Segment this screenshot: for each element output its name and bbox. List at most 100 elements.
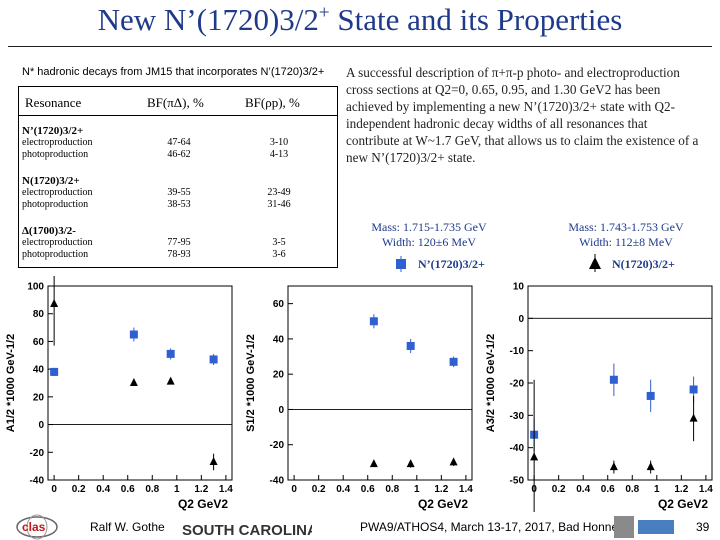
university-logo-text: SOUTH CAROLINA [182, 522, 312, 539]
x-tick-label: 1 [174, 484, 180, 495]
width-label: Width: 120±6 MeV [381, 235, 477, 249]
table-row-sub: photoproduction [22, 199, 89, 210]
x-tick-label: 0.4 [96, 484, 110, 495]
table-row-name: N(1720)3/2+ [22, 175, 80, 187]
x-tick-label: 0.4 [336, 484, 350, 495]
table-cell: 38-53 [167, 199, 191, 210]
x-tick-label: 0.2 [72, 484, 86, 495]
y-tick-label: 0 [518, 314, 524, 325]
table-cell: 47-64 [167, 137, 191, 148]
x-tick-label: 0.8 [625, 484, 639, 495]
x-axis-label: Q2 GeV2 [658, 497, 708, 511]
resonance-table: Resonance BF(πΔ), % BF(ρp), % N’(1720)3/… [18, 86, 338, 268]
data-point-triangle [609, 462, 618, 471]
table-row-sub: photoproduction [22, 149, 89, 160]
table-cell: 77-95 [167, 237, 191, 248]
width-label: Width: 112±8 MeV [579, 235, 673, 249]
data-point-square [209, 355, 218, 364]
x-tick-label: 1.2 [434, 484, 448, 495]
y-tick-label: -20 [270, 440, 285, 451]
data-point-triangle [166, 376, 175, 385]
chart-a12: 0 0.2 0.4 0.6 0.8 1 1.2 1.4 100 80 60 40 20 0 -20 -40 Q2… [5, 276, 233, 511]
page-number: 39 [696, 520, 710, 534]
table-caption: N* hadronic decays from JM15 that incorp… [22, 66, 325, 78]
data-point-square [50, 367, 59, 376]
table-cell: 39-55 [167, 187, 191, 198]
y-tick-label: 20 [273, 370, 285, 381]
y-axis-label: A3/2 *1000 GeV-1/2 [485, 334, 497, 432]
data-point-square [689, 385, 698, 394]
table-row-sub: electroproduction [22, 237, 93, 248]
y-tick-label: -50 [510, 476, 525, 487]
mass-label: Mass: 1.743-1.753 GeV [568, 220, 684, 234]
data-point-triangle [449, 457, 458, 466]
y-axis-label: A1/2 *1000 GeV-1/2 [5, 334, 17, 432]
table-cell: 31-46 [267, 199, 291, 210]
footer-author: Ralf W. Gothe [90, 520, 165, 534]
y-tick-label: -40 [510, 443, 525, 454]
table-row-sub: photoproduction [22, 249, 89, 260]
x-tick-label: 1.2 [194, 484, 208, 495]
y-tick-label: 100 [27, 282, 44, 293]
university-logo: SOUTH CAROLINA [182, 522, 312, 539]
table-header-bf-rho-p: BF(ρp), % [245, 95, 300, 110]
y-tick-label: 40 [33, 365, 45, 376]
table-header-resonance: Resonance [25, 95, 82, 110]
table-row-sub: electroproduction [22, 187, 93, 198]
data-point-square [449, 357, 458, 366]
x-tick-label: 0 [51, 484, 57, 495]
table-cell: 23-49 [267, 187, 291, 198]
data-point-square [609, 375, 618, 384]
chart-a32: 00.20.40.60.811.21.4100-10-20-30-40-50Q2… [485, 282, 713, 512]
clas-logo-text: clas [22, 520, 46, 534]
plot-frame [287, 285, 473, 481]
y-tick-label: -20 [510, 379, 525, 390]
mass-width-known-state: Mass: 1.743-1.753 GeV Width: 112±8 MeV [536, 220, 716, 250]
table-row-sub: electroproduction [22, 137, 93, 148]
y-tick-label: -40 [30, 476, 45, 487]
slide-title: New N’(1720)3/2+ State and its Propertie… [97, 2, 623, 37]
x-tick-label: 0.8 [145, 484, 159, 495]
x-tick-label: 0.6 [601, 484, 615, 495]
legend-square-marker [396, 256, 406, 272]
table-header-rule [19, 115, 337, 116]
table-cell: 4-13 [269, 149, 289, 160]
y-axis-label: S1/2 *1000 GeV-1/2 [245, 334, 257, 432]
y-tick-label: -10 [510, 346, 525, 357]
title-divider [8, 46, 712, 47]
description-text: A successful description of π+π-p photo-… [346, 65, 699, 165]
table-cell: 78-93 [167, 249, 191, 260]
x-tick-label: 1.4 [459, 484, 473, 495]
data-point-square [369, 317, 378, 326]
x-tick-label: 0.6 [121, 484, 135, 495]
data-point-square [166, 349, 175, 358]
y-tick-label: 0 [38, 420, 44, 431]
conference-logo [614, 516, 674, 538]
data-point-square [646, 391, 655, 400]
legend-label-new-state: N’(1720)3/2+ [418, 257, 485, 271]
clas-logo: clas [16, 514, 58, 540]
table-row-name: Δ(1700)3/2- [22, 225, 76, 237]
data-point-triangle [689, 413, 698, 422]
y-tick-label: 60 [33, 337, 45, 348]
plot-frame [47, 285, 233, 481]
table-header-bf-pi-delta: BF(πΔ), % [147, 95, 204, 110]
x-tick-label: 1 [654, 484, 660, 495]
y-tick-label: -40 [270, 476, 285, 487]
data-point-square [129, 330, 138, 339]
x-tick-label: 1 [414, 484, 420, 495]
mass-width-new-state: Mass: 1.715-1.735 GeV Width: 120±6 MeV [344, 220, 514, 250]
data-point-triangle [646, 462, 655, 471]
y-tick-label: 80 [33, 309, 45, 320]
x-tick-label: 0.2 [312, 484, 326, 495]
data-point-triangle [129, 378, 138, 386]
y-tick-label: 0 [278, 405, 284, 416]
x-tick-label: 1.4 [219, 484, 233, 495]
table-cell: 3-6 [272, 249, 286, 260]
x-tick-label: 1.4 [699, 484, 713, 495]
y-tick-label: 10 [513, 282, 525, 293]
table-cell: 3-10 [269, 137, 289, 148]
legend-triangle-marker [589, 254, 601, 272]
x-axis-label: Q2 GeV2 [178, 497, 228, 511]
table-cell: 3-5 [272, 237, 286, 248]
